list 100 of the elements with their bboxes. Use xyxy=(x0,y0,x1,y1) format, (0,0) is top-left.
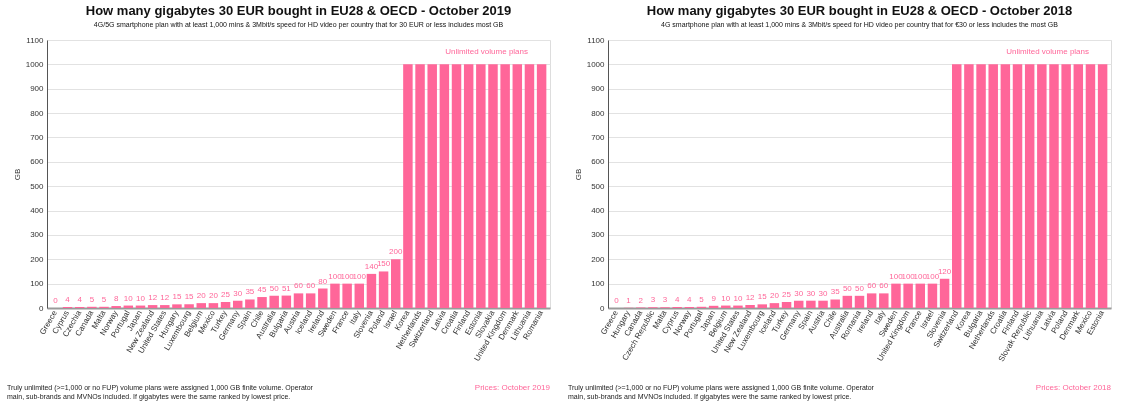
bar xyxy=(220,301,231,308)
data-label: 5 xyxy=(89,294,95,304)
bar xyxy=(769,303,780,308)
y-tick-label: 400 xyxy=(591,206,606,216)
y-tick-label: 100 xyxy=(30,279,45,289)
data-label: 30 xyxy=(818,288,829,298)
bar xyxy=(879,293,889,308)
y-tick-label: 1000 xyxy=(25,59,45,69)
data-label: 4 xyxy=(674,295,680,305)
bar xyxy=(1085,64,1096,308)
data-label: 80 xyxy=(318,276,328,286)
data-label: 10 xyxy=(721,293,731,303)
y-tick-label: 800 xyxy=(30,108,45,118)
bar xyxy=(818,300,828,308)
bar xyxy=(245,299,255,308)
data-label: 12 xyxy=(160,293,170,303)
data-label: 10 xyxy=(123,293,134,303)
data-label: 50 xyxy=(269,283,280,293)
bar xyxy=(257,297,267,308)
data-label: 120 xyxy=(937,266,952,276)
data-label: 1 xyxy=(626,295,632,305)
y-tick-label: 0 xyxy=(600,303,606,313)
data-label: 4 xyxy=(687,295,693,305)
bar xyxy=(366,273,377,308)
data-label: 60 xyxy=(306,281,316,291)
bar xyxy=(1012,64,1023,308)
bar xyxy=(354,283,365,308)
text: Prices: October 2019 xyxy=(474,383,551,392)
y-tick-label: 100 xyxy=(591,279,606,289)
data-label: 60 xyxy=(879,281,889,291)
bar xyxy=(891,283,901,308)
bar xyxy=(976,64,986,308)
y-tick-label: 700 xyxy=(591,132,606,142)
y-tick-label: 1100 xyxy=(26,35,45,45)
data-label: 30 xyxy=(794,288,804,298)
data-label: 25 xyxy=(221,289,231,299)
bar xyxy=(172,304,182,308)
bar xyxy=(939,278,950,308)
bar xyxy=(391,259,401,308)
bar xyxy=(854,295,865,308)
bar xyxy=(500,64,510,308)
data-label: 100 xyxy=(901,271,916,281)
bar xyxy=(524,64,535,308)
bar xyxy=(488,64,498,308)
bar xyxy=(1049,64,1059,308)
data-label: 15 xyxy=(172,292,182,302)
bar xyxy=(476,64,486,308)
annotation: Unlimited volume plans xyxy=(1006,47,1089,56)
data-label: 4 xyxy=(65,295,71,305)
data-label: 30 xyxy=(806,288,816,298)
bar xyxy=(463,64,474,308)
bar xyxy=(842,295,853,308)
y-tick-label: 300 xyxy=(591,230,606,240)
bar xyxy=(915,283,926,308)
bar xyxy=(451,64,462,308)
data-label: 50 xyxy=(842,283,853,293)
data-label: 20 xyxy=(769,291,780,301)
data-label: 51 xyxy=(281,283,292,293)
bar xyxy=(1000,64,1011,308)
y-tick-label: 700 xyxy=(30,132,45,142)
bar xyxy=(305,293,316,308)
y-tick-label: 200 xyxy=(591,254,606,264)
data-label: 60 xyxy=(867,281,877,291)
chart-title: How many gigabytes 30 EUR bought in EU28 & OECD - October 2018 xyxy=(646,3,1073,18)
data-label: 5 xyxy=(699,294,705,304)
bar xyxy=(269,295,279,308)
bar xyxy=(342,283,352,308)
bar xyxy=(1073,64,1084,308)
y-tick-label: 400 xyxy=(30,206,45,216)
y-tick-label: 500 xyxy=(591,181,606,191)
bar xyxy=(1061,64,1071,308)
bar xyxy=(403,64,413,308)
bar xyxy=(293,293,304,308)
bar xyxy=(757,304,767,308)
bar xyxy=(964,64,974,308)
data-label: 2 xyxy=(638,295,644,305)
bar xyxy=(793,300,804,308)
data-label: 50 xyxy=(855,283,865,293)
data-label: 9 xyxy=(711,293,717,303)
y-tick-label: 0 xyxy=(39,303,45,313)
y-tick-label: 600 xyxy=(30,157,45,167)
bar xyxy=(330,283,340,308)
data-label: 12 xyxy=(745,293,756,303)
data-label: 60 xyxy=(294,281,304,291)
data-label: 0 xyxy=(614,296,620,305)
bar xyxy=(806,300,816,308)
data-label: 100 xyxy=(925,271,940,281)
data-label: 100 xyxy=(352,271,367,281)
bar xyxy=(415,64,425,308)
bar xyxy=(903,283,913,308)
data-label: 15 xyxy=(184,292,195,302)
data-label: 8 xyxy=(113,294,119,304)
data-label: 45 xyxy=(257,285,268,295)
bar xyxy=(988,64,998,308)
bar xyxy=(184,304,194,308)
bar xyxy=(147,305,158,308)
data-label: 3 xyxy=(662,295,668,305)
y-axis-title: GB xyxy=(12,168,22,181)
data-label: 100 xyxy=(889,271,904,281)
bar xyxy=(866,293,877,308)
